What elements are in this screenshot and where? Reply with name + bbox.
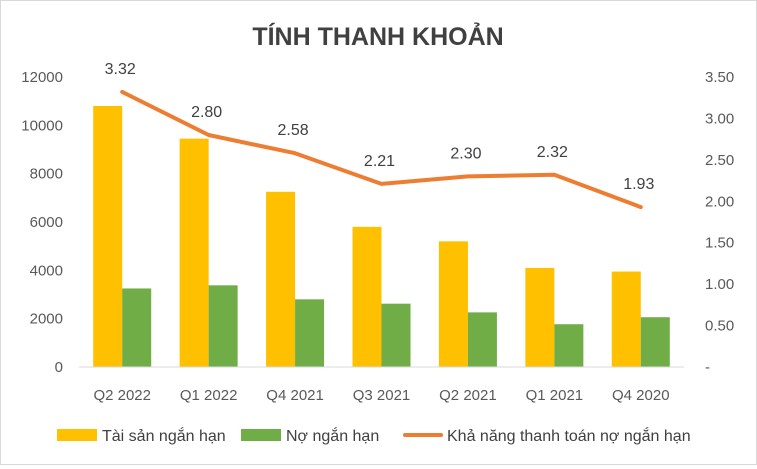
right-tick-label: 1.00 (705, 276, 734, 293)
line-series: 3.32 2.80 2.58 2.21 2.30 2.32 1.93 (105, 61, 654, 210)
bar (467, 312, 497, 367)
data-label: 2.32 (537, 144, 568, 161)
legend-label: Khả năng thanh toán nợ ngắn hạn (447, 426, 691, 445)
x-axis: Q2 2022 Q1 2022 Q4 2021 Q3 2021 Q2 2021 Q1 20… (93, 387, 669, 404)
right-axis: - 0.50 1.00 1.50 2.00 2.50 3.00 3.50 (705, 69, 734, 376)
data-label: 2.58 (278, 122, 309, 139)
bar (122, 288, 152, 367)
legend-label: Tài sản ngắn hạn (102, 426, 226, 445)
legend-swatch (57, 429, 97, 441)
data-label: 2.30 (450, 145, 481, 162)
bar (611, 271, 641, 367)
legend: Tài sản ngắn hạn Nợ ngắn hạn Khả năng than… (57, 426, 691, 445)
data-label: 3.32 (105, 61, 136, 78)
x-tick-label: Q4 2021 (266, 387, 324, 404)
bar (179, 138, 209, 367)
chart-title: TÍNH THANH KHOẢN (252, 21, 503, 51)
x-tick-label: Q3 2021 (353, 387, 411, 404)
right-tick-label: 3.50 (705, 69, 734, 86)
left-axis: 0 2000 4000 6000 8000 10000 12000 (21, 69, 63, 376)
bar (554, 324, 584, 367)
bar (295, 299, 325, 367)
data-label: 2.21 (364, 153, 395, 170)
left-tick-label: 6000 (30, 214, 63, 231)
x-tick-label: Q2 2021 (439, 387, 497, 404)
bar (93, 106, 123, 367)
data-label: 2.80 (191, 104, 222, 121)
left-tick-label: 10000 (21, 117, 63, 134)
x-tick-label: Q2 2022 (93, 387, 151, 404)
right-tick-label: 1.50 (705, 235, 734, 252)
right-tick-label: 0.50 (705, 318, 734, 335)
bar (381, 303, 411, 367)
legend-label: Nợ ngắn hạn (286, 426, 379, 445)
left-tick-label: 0 (55, 359, 63, 376)
right-tick-label: - (705, 359, 710, 376)
bar (438, 241, 468, 367)
right-tick-label: 2.00 (705, 193, 734, 210)
bar (208, 285, 238, 367)
legend-swatch (241, 429, 281, 441)
right-tick-label: 3.00 (705, 110, 734, 127)
line-path (120, 89, 643, 210)
x-tick-label: Q4 2020 (612, 387, 670, 404)
x-tick-label: Q1 2021 (526, 387, 584, 404)
bar (266, 191, 296, 367)
bar (525, 267, 555, 367)
left-tick-label: 8000 (30, 166, 63, 183)
data-label: 1.93 (623, 176, 654, 193)
left-tick-label: 2000 (30, 311, 63, 328)
left-tick-label: 12000 (21, 69, 63, 86)
left-tick-label: 4000 (30, 262, 63, 279)
x-tick-label: Q1 2022 (180, 387, 238, 404)
bar (352, 226, 382, 367)
bar (640, 317, 670, 367)
bar-series (93, 106, 670, 367)
right-tick-label: 2.50 (705, 152, 734, 169)
